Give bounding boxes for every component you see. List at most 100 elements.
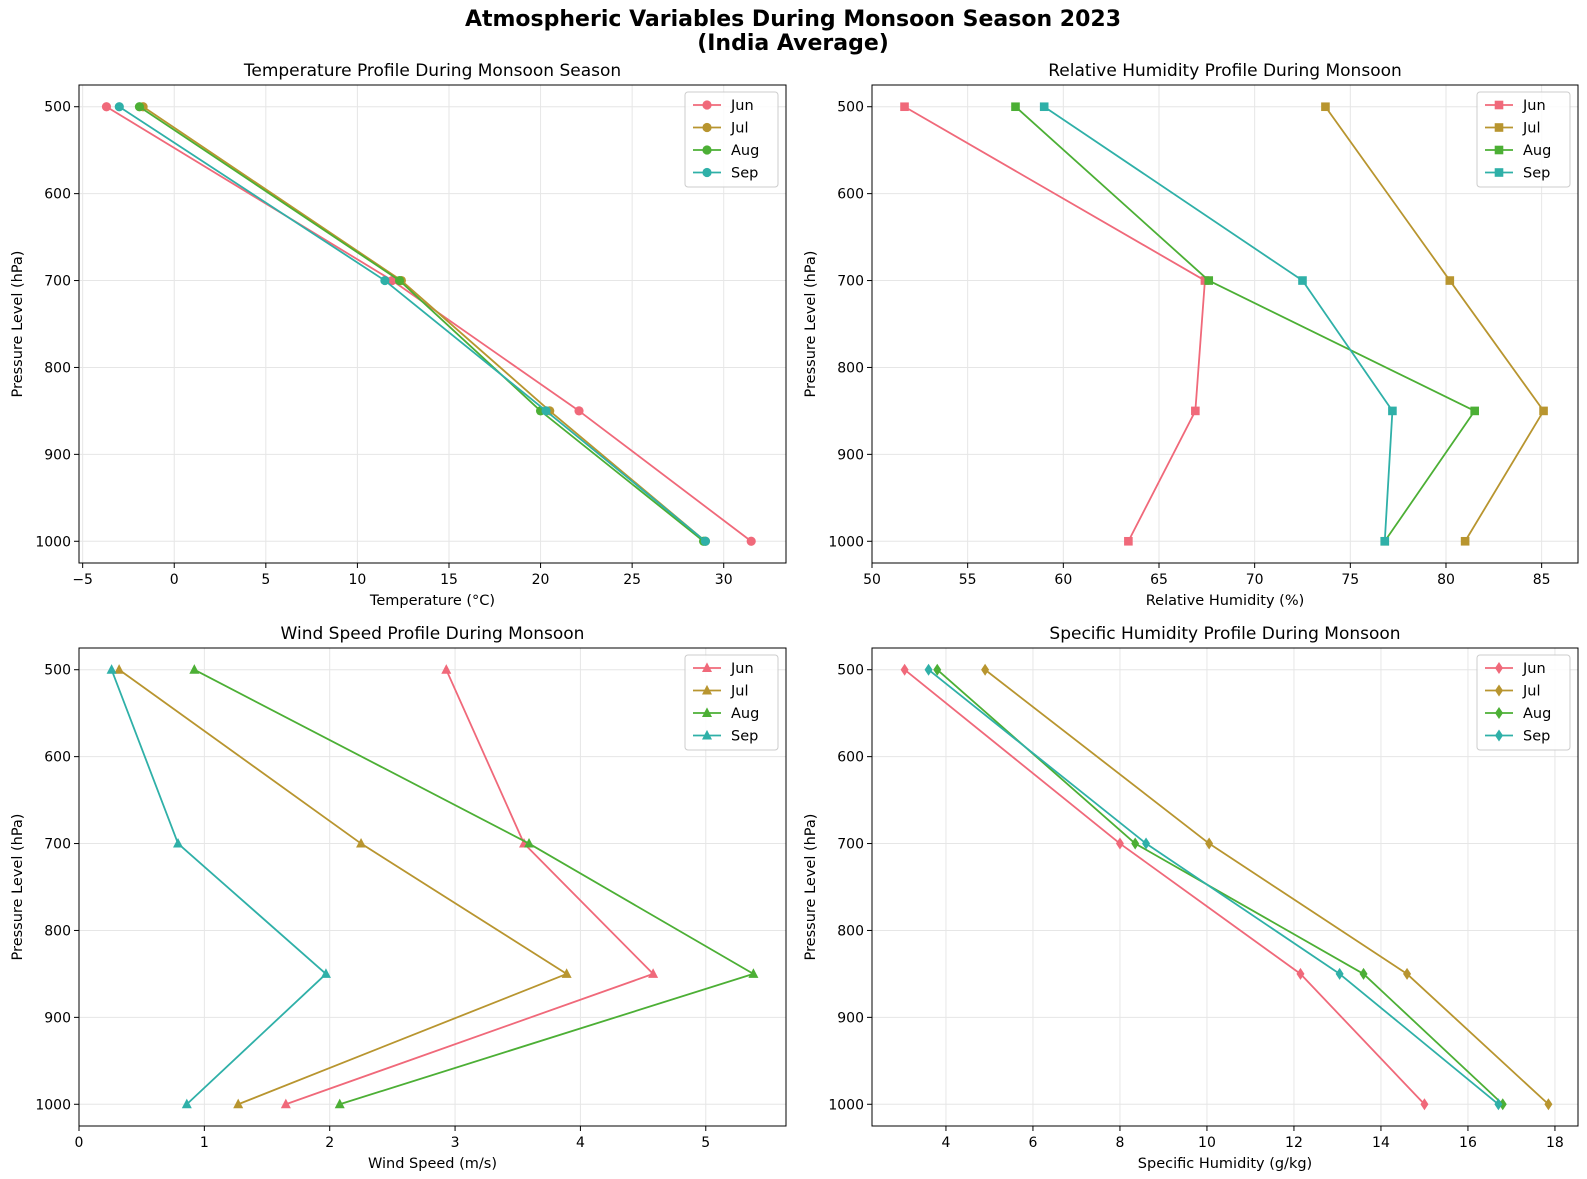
figure-subtitle: (India Average) (697, 31, 889, 56)
data-point-jun-850 (574, 406, 584, 416)
legend-label-jun: Jun (1522, 661, 1546, 677)
y-tick-label: 500 (837, 100, 864, 116)
legend-label-aug: Aug (1523, 143, 1551, 159)
series-line-jul (984, 669, 1550, 1105)
data-point-aug-500 (189, 664, 200, 674)
x-tick-label: 30 (715, 572, 733, 588)
data-point-sep-500 (924, 663, 933, 676)
data-point-sep-850 (1335, 967, 1344, 980)
data-point-jun-1000 (746, 536, 756, 546)
data-point-jul-700 (1445, 276, 1455, 285)
data-point-jul-500 (1321, 102, 1330, 112)
series-sep (924, 663, 1503, 1111)
y-tick-label: 500 (44, 663, 71, 679)
data-point-aug-700 (394, 275, 405, 286)
y-tick-label: 500 (837, 663, 864, 679)
chart-title: Wind Speed Profile During Monsoon (281, 624, 585, 644)
data-point-jul-1000 (1544, 1098, 1553, 1111)
x-tick-label: 1 (200, 1135, 209, 1151)
series-jul (114, 664, 572, 1109)
x-tick-label: 0 (170, 572, 179, 588)
legend-marker-jul (702, 122, 712, 133)
series-line-jul (142, 105, 706, 542)
x-tick-label: 15 (440, 572, 458, 588)
x-tick-label: 25 (623, 572, 641, 588)
y-tick-label: 1000 (828, 534, 864, 550)
legend-label-jul: Jul (1522, 684, 1541, 700)
x-axis-label: Specific Humidity (g/kg) (1138, 1156, 1312, 1172)
x-tick-label: 55 (959, 572, 977, 588)
series-jun (101, 102, 756, 546)
legend-marker-sep (1495, 729, 1503, 742)
x-tick-label: 60 (1054, 572, 1072, 588)
y-tick-label: 800 (837, 923, 864, 939)
data-point-aug-1000 (1498, 1098, 1507, 1111)
legend-label-sep: Sep (731, 729, 758, 745)
figure-title: Atmospheric Variables During Monsoon Sea… (465, 7, 1121, 32)
series-sep (106, 664, 331, 1109)
data-point-jul-850 (561, 968, 572, 978)
data-point-jul-500 (981, 663, 990, 676)
x-tick-label: 65 (1150, 572, 1168, 588)
data-point-sep-700 (173, 837, 184, 848)
plot-frame (78, 647, 787, 1127)
legend-label-sep: Sep (1523, 166, 1550, 182)
legend: Jun Jul Aug Sep (684, 91, 779, 188)
series-aug (1011, 102, 1479, 546)
data-point-aug-850 (748, 968, 759, 978)
chart-title: Specific Humidity Profile During Monsoon (1049, 624, 1400, 644)
data-point-sep-1000 (181, 1098, 192, 1109)
legend: Jun Jul Aug Sep (1476, 91, 1571, 188)
data-point-jun-1000 (1124, 536, 1133, 546)
series-jun (900, 663, 1429, 1111)
data-point-sep-500 (114, 102, 124, 112)
series-line-sep (927, 669, 1499, 1105)
data-point-sep-500 (1039, 102, 1049, 112)
y-tick-label: 800 (837, 360, 864, 376)
series-jul (1321, 102, 1548, 546)
chart-temperature: −5 0 5 10 15 20 25 30 500 600 700 800 900 1000 Tempera… (10, 61, 787, 609)
data-point-sep-1000 (700, 536, 711, 546)
y-axis-label: Pressure Level (hPa) (803, 814, 819, 961)
data-point-jul-1000 (233, 1098, 244, 1109)
data-point-jun-500 (900, 102, 909, 112)
legend: Jun Jul Aug Sep (1476, 654, 1571, 751)
legend-label-aug: Aug (731, 706, 759, 722)
y-tick-label: 1000 (35, 534, 71, 550)
series-line-jun (904, 669, 1426, 1105)
series-line-jun (285, 669, 655, 1106)
series-line-sep (1043, 105, 1394, 542)
legend-label-sep: Sep (731, 166, 758, 182)
data-point-jul-850 (1539, 406, 1548, 416)
gridlines (871, 85, 1578, 563)
x-tick-label: 10 (1198, 1135, 1216, 1151)
legend: Jun Jul Aug Sep (684, 654, 779, 751)
chart-panels: −5 0 5 10 15 20 25 305006007008009001000Tempera… (10, 61, 1579, 1172)
series-aug (189, 664, 759, 1109)
data-point-jul-1000 (1460, 536, 1470, 546)
x-tick-label: 70 (1246, 572, 1264, 588)
series-jul (981, 663, 1553, 1111)
legend-marker-sep (1494, 168, 1504, 177)
x-tick-label: 50 (863, 572, 881, 588)
data-point-sep-700 (1142, 837, 1151, 850)
data-point-aug-700 (524, 837, 535, 848)
y-tick-label: 800 (44, 360, 71, 376)
y-tick-label: 600 (44, 187, 71, 203)
y-tick-label: 600 (837, 750, 864, 766)
series-line-jul (118, 668, 568, 1106)
chart-wind-speed: 0 1 2 3 4 5 500 600 700 800 900 1000 Wind Speed Prof… (10, 624, 787, 1172)
legend-box (1476, 654, 1571, 751)
series-sep (114, 102, 711, 546)
x-tick-label: 80 (1437, 572, 1455, 588)
series-line-sep (110, 669, 327, 1105)
data-point-aug-500 (933, 663, 942, 676)
chart-title: Relative Humidity Profile During Monsoon (1048, 61, 1402, 81)
legend-box (684, 654, 779, 751)
series-jun (900, 102, 1210, 546)
chart-title: Temperature Profile During Monsoon Seaso… (243, 61, 621, 81)
y-axis-label: Pressure Level (hPa) (10, 251, 26, 398)
data-point-sep-500 (106, 664, 117, 674)
x-tick-label: 85 (1533, 572, 1551, 588)
